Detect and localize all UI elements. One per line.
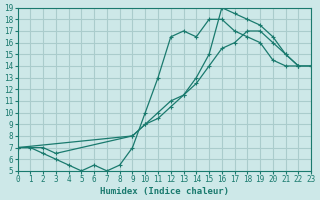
- X-axis label: Humidex (Indice chaleur): Humidex (Indice chaleur): [100, 187, 229, 196]
